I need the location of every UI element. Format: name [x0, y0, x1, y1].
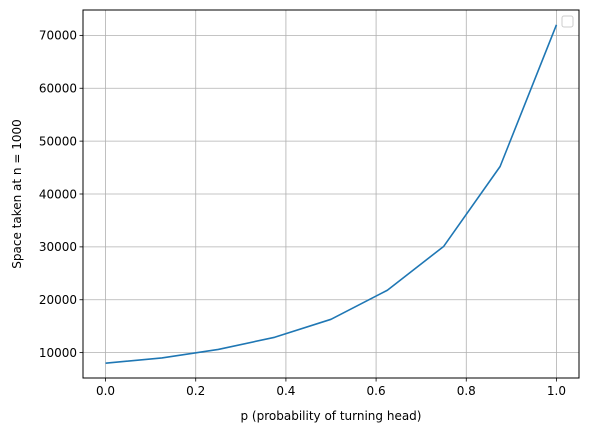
grid — [83, 10, 579, 378]
x-tick-label: 0.8 — [457, 384, 476, 398]
x-tick-label: 0.6 — [367, 384, 386, 398]
y-tick-label: 10000 — [39, 346, 77, 360]
x-tick-label: 0.0 — [96, 384, 115, 398]
x-tick-label: 1.0 — [547, 384, 566, 398]
legend-box — [562, 16, 573, 27]
y-tick-label: 50000 — [39, 134, 77, 148]
y-tick-label: 60000 — [39, 82, 77, 96]
y-axis-label: Space taken at n = 1000 — [10, 119, 24, 268]
y-tick-label: 70000 — [39, 29, 77, 43]
x-tick-label: 0.2 — [186, 384, 205, 398]
y-tick-label: 20000 — [39, 293, 77, 307]
x-axis-ticks: 0.0 0.2 0.4 0.6 0.8 1.0 — [96, 378, 566, 398]
y-axis-ticks: 10000 20000 30000 40000 50000 60000 70000 — [39, 29, 83, 360]
x-tick-label: 0.4 — [276, 384, 295, 398]
y-tick-label: 40000 — [39, 187, 77, 201]
y-tick-label: 30000 — [39, 240, 77, 254]
x-axis-label: p (probability of turning head) — [241, 409, 422, 423]
